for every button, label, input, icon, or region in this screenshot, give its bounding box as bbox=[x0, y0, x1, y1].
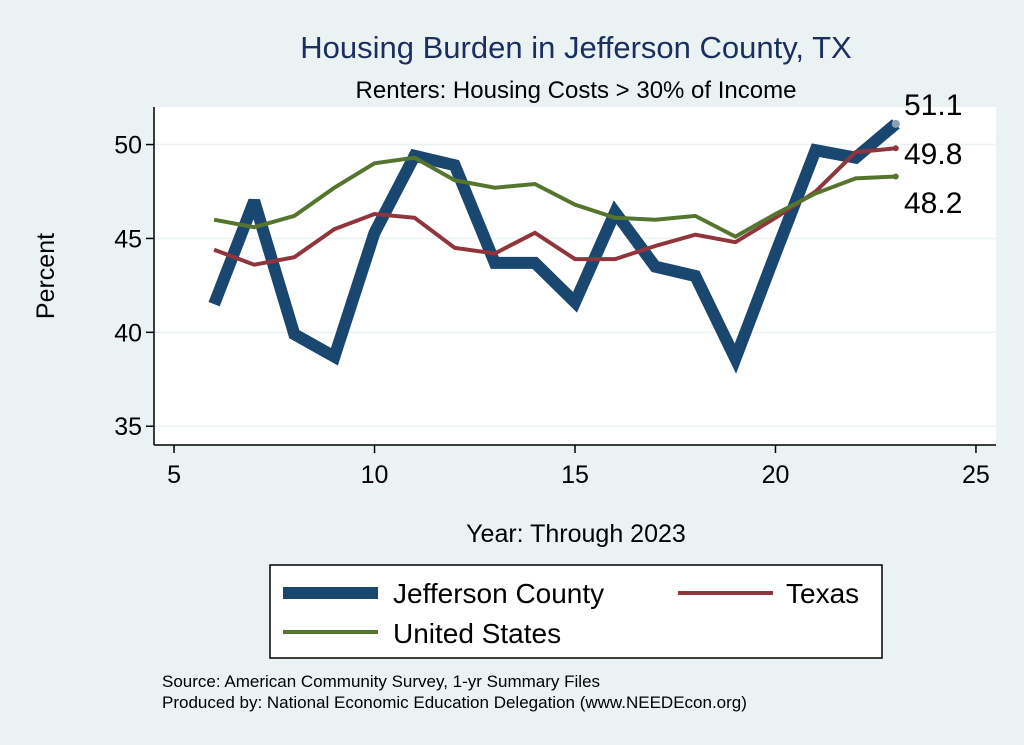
y-tick-label-35: 35 bbox=[114, 413, 142, 441]
chart-title: Housing Burden in Jefferson County, TX bbox=[300, 30, 852, 65]
legend-label-united-states: United States bbox=[393, 618, 561, 649]
series-lines bbox=[208, 119, 900, 374]
y-tick-label-40: 40 bbox=[114, 319, 142, 347]
y-tick-label-45: 45 bbox=[114, 225, 142, 253]
series-line-texas bbox=[213, 146, 896, 267]
source-note: Source: American Community Survey, 1-yr … bbox=[162, 672, 600, 691]
x-tick-label-5: 5 bbox=[167, 461, 181, 489]
x-axis-ticks: 5 10 15 20 25 bbox=[167, 445, 990, 489]
x-tick-label-20: 20 bbox=[762, 461, 790, 489]
legend: Jefferson County Texas United States bbox=[269, 564, 883, 659]
end-label-jefferson: 51.1 bbox=[904, 89, 962, 122]
legend-box bbox=[269, 564, 883, 659]
series-end-point-texas bbox=[892, 145, 899, 152]
end-label-texas: 49.8 bbox=[904, 138, 962, 171]
series-line-jefferson-county bbox=[208, 119, 900, 374]
end-label-united-states: 48.2 bbox=[904, 187, 962, 220]
legend-label-texas: Texas bbox=[786, 578, 859, 609]
x-tick-label-15: 15 bbox=[561, 461, 589, 489]
series-line-united-states bbox=[213, 155, 896, 239]
legend-label-jefferson: Jefferson County bbox=[393, 578, 604, 609]
producer-note: Produced by: National Economic Education… bbox=[162, 693, 747, 712]
y-axis-ticks: 35 40 45 50 bbox=[114, 132, 154, 441]
series-end-point-jefferson-county bbox=[891, 119, 900, 128]
x-axis-title: Year: Through 2023 bbox=[466, 520, 686, 548]
chart-subtitle: Renters: Housing Costs > 30% of Income bbox=[356, 77, 797, 104]
x-tick-label-25: 25 bbox=[962, 461, 990, 489]
y-axis-title: Percent bbox=[32, 233, 60, 319]
series-end-point-united-states bbox=[892, 173, 899, 180]
y-tick-label-50: 50 bbox=[114, 132, 142, 160]
x-tick-label-10: 10 bbox=[361, 461, 389, 489]
